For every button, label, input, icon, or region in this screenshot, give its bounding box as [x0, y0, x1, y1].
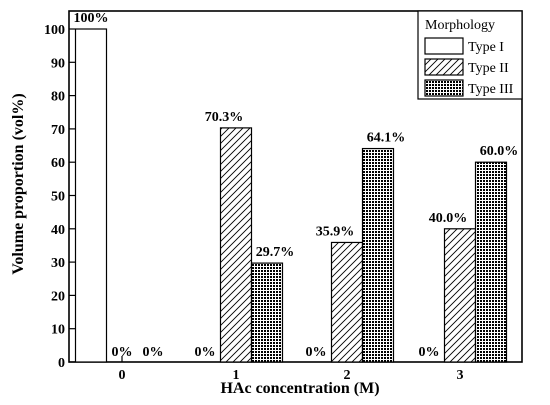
data-label: 0% — [306, 345, 327, 360]
data-label: 100% — [74, 11, 109, 26]
bar-type-ii-3 — [443, 228, 477, 363]
y-tick-label: 80 — [51, 90, 65, 105]
bar-type-i-0 — [74, 28, 108, 363]
data-label: 70.3% — [205, 110, 244, 125]
y-tick-label: 30 — [51, 256, 65, 271]
bar-type-iii-2 — [361, 147, 395, 363]
legend-entry: Type III — [468, 82, 514, 97]
y-tick-label: 100 — [44, 23, 65, 38]
legend-swatch — [424, 79, 464, 97]
legend-entry: Type II — [468, 61, 509, 76]
data-label: 29.7% — [256, 245, 295, 260]
data-label: 0% — [143, 345, 164, 360]
legend-entry: Type I — [468, 40, 504, 55]
bar-type-ii-2 — [330, 241, 364, 363]
data-label: 0% — [419, 345, 440, 360]
y-tick-label: 70 — [51, 123, 65, 138]
bar-type-ii-1 — [219, 127, 253, 363]
y-tick-label: 90 — [51, 56, 65, 71]
y-tick-label: 60 — [51, 156, 65, 171]
x-axis-label: HAc concentration (M) — [220, 380, 379, 397]
plot-area: 0 10 20 30 40 50 60 70 80 90 100 0 1 2 3 100% 0% 0% 0% 0% 70… — [44, 10, 523, 383]
x-tick-label: 3 — [457, 368, 464, 383]
x-tick-label: 1 — [233, 368, 240, 383]
x-tick-label: 0 — [119, 368, 126, 383]
data-label: 64.1% — [367, 131, 406, 146]
data-label: 35.9% — [316, 224, 355, 239]
plot-frame — [68, 10, 523, 363]
y-tick-label: 0 — [58, 356, 65, 371]
y-tick-label: 50 — [51, 190, 65, 205]
y-tick-label: 20 — [51, 289, 65, 304]
bar-type-iii-3 — [474, 161, 508, 363]
legend-swatch — [424, 37, 464, 55]
legend-title: Morphology — [425, 18, 495, 33]
y-axis-label: Volume proportion (vol%) — [10, 93, 27, 274]
bar-type-iii-1 — [250, 262, 284, 363]
data-label: 60.0% — [480, 144, 519, 159]
x-tick-label: 2 — [344, 368, 351, 383]
data-label: 0% — [112, 345, 133, 360]
legend: Morphology Type I Type II Type III — [417, 10, 523, 100]
y-tick-label: 40 — [51, 223, 65, 238]
data-label: 40.0% — [429, 211, 468, 226]
data-label: 0% — [195, 345, 216, 360]
y-tick-label: 10 — [51, 323, 65, 338]
legend-swatch — [424, 58, 464, 76]
